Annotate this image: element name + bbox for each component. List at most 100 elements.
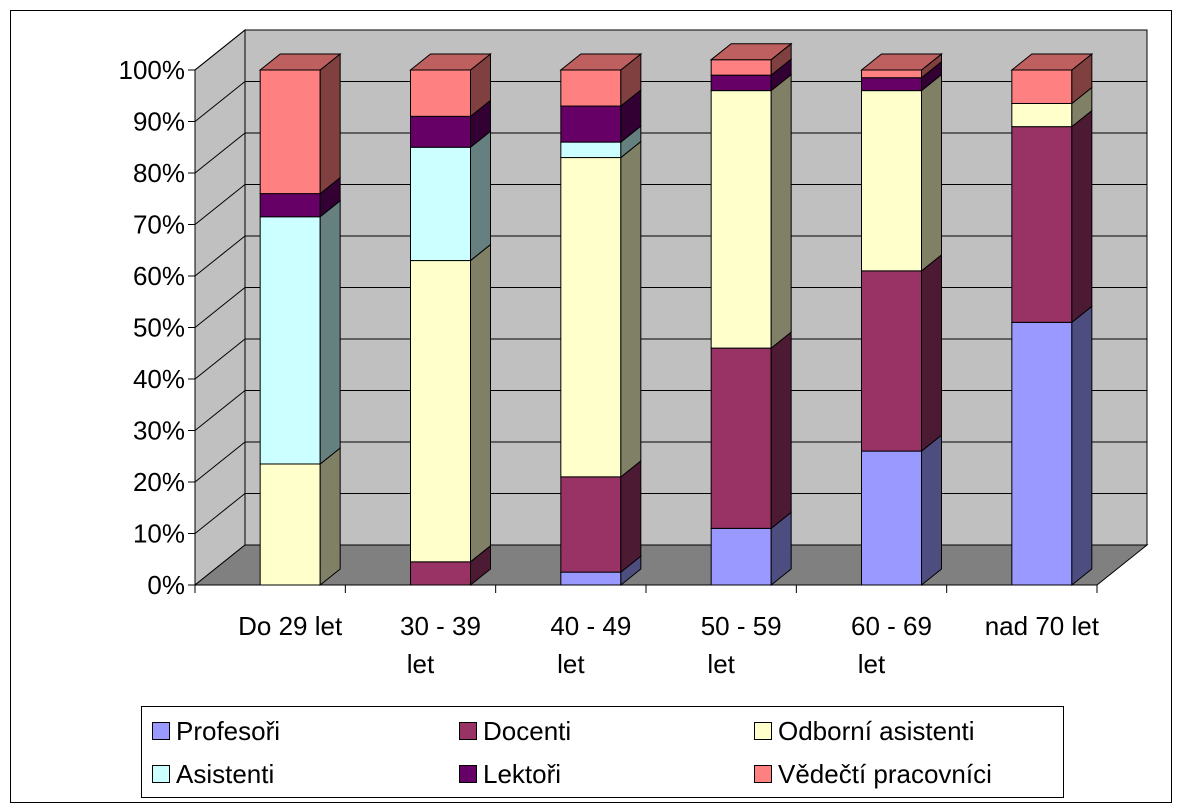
bar-docenti [560,476,622,573]
bar-side-asistenti [319,199,341,466]
bar-profesor-i [861,450,922,586]
bar-side-odborni-asistenti [319,446,341,587]
gridline-side [194,338,246,380]
bar-ve-dec-ti-pracovni-ci [1011,69,1073,104]
legend-item: Vědečtí pracovníci [754,759,992,789]
bar-profesor-i [710,527,772,586]
bar-docenti [410,561,471,586]
bar-docenti [861,270,922,452]
legend-item: Profesoři [152,716,280,746]
legend-swatch [754,765,772,783]
bar-side-profesor-i [1071,305,1093,587]
bar-lektor-i [710,74,772,92]
bar-asistenti [560,141,622,159]
gridline-side [194,441,246,483]
gridline-side [194,29,246,71]
bar-side-ve-dec-ti-pracovni-ci [319,52,341,195]
bar-asistenti [410,146,471,262]
y-tick-label: 100% [119,55,186,85]
legend-label: Profesoři [176,715,281,746]
y-tick-label: 90% [133,107,185,137]
bar-lektor-i [410,115,471,148]
bar-side-odborni-asistenti [470,243,491,563]
bar-lektor-i [560,105,622,143]
y-tick-label: 10% [133,519,185,549]
bar-odborni-asistenti [410,260,471,563]
gridline-side [194,390,246,431]
chart-legend: Profesoři Docenti Odborní asistenti Asisten… [141,706,1064,798]
x-tick-label: let [858,649,886,679]
y-tick-label: 50% [133,313,185,343]
bar-ve-dec-ti-pracovni-ci [560,69,622,107]
y-tick-label: 80% [133,158,185,188]
bar-side-odborni-asistenti [620,140,642,478]
legend-swatch [459,722,477,740]
bar-odborni-asistenti [861,90,922,272]
legend-swatch [754,722,772,740]
legend-item: Docenti [459,716,571,746]
y-tick-label: 70% [133,210,185,240]
bar-asistenti [259,216,321,465]
legend-swatch [152,722,170,740]
y-tick-label: 30% [133,416,185,446]
y-tick-label: 60% [133,261,185,291]
x-tick-label: 50 - 59 [701,611,782,641]
bar-profesor-i [560,571,622,586]
bar-side-profesor-i [921,434,942,587]
y-tick-label: 40% [133,364,185,394]
gridline-side [194,132,246,174]
legend-label: Docenti [483,715,572,746]
x-tick-label: 60 - 69 [851,611,932,641]
bar-ve-dec-ti-pracovni-ci [410,69,471,117]
bar-side-docenti [770,331,792,530]
bar-lektor-i [259,193,321,218]
bar-side-docenti [921,253,942,453]
bar-lektor-i [861,77,922,92]
x-tick-label: let [557,649,585,679]
legend-label: Asistenti [176,758,275,789]
gridline-side [194,287,246,328]
bar-top-ve-dec-ti-pracovni-ci [709,43,793,61]
legend-item: Odborní asistenti [754,716,975,746]
x-tick-label: 40 - 49 [550,611,631,641]
legend-item: Lektoři [459,759,561,789]
bar-side-odborni-asistenti [770,73,792,350]
gridline-side [194,493,246,534]
bar-side-odborni-asistenti [921,73,942,272]
bar-top-ve-dec-ti-pracovni-ci [258,53,342,71]
bar-top-ve-dec-ti-pracovni-ci [409,53,492,71]
bar-odborni-asistenti [710,90,772,349]
bar-docenti [710,347,772,529]
gridline-side [194,184,246,225]
x-tick-label: Do 29 let [238,611,343,641]
legend-label: Odborní asistenti [778,715,975,746]
legend-label: Lektoři [483,758,562,789]
bar-profesor-i [1011,321,1073,586]
gridline-side [194,235,246,277]
gridline-side [194,81,246,122]
bar-side-asistenti [470,130,491,262]
legend-swatch [459,765,477,783]
x-tick-label: let [707,649,735,679]
bar-top-ve-dec-ti-pracovni-ci [559,53,643,71]
bar-top-ve-dec-ti-pracovni-ci [860,53,943,71]
x-tick-label: 30 - 39 [400,611,481,641]
bar-odborni-asistenti [259,463,321,586]
y-tick-label: 0% [147,570,185,600]
y-tick-label: 20% [133,467,185,497]
bar-docenti [1011,126,1073,323]
bar-odborni-asistenti [560,157,622,478]
legend-swatch [152,765,170,783]
bar-side-docenti [1071,109,1093,324]
legend-label: Vědečtí pracovníci [778,758,992,789]
x-tick-label: nad 70 let [985,611,1100,641]
x-tick-label: let [407,649,435,679]
bar-odborni-asistenti [1011,102,1073,128]
bar-ve-dec-ti-pracovni-ci [710,59,772,76]
legend-item: Asistenti [152,759,274,789]
bar-ve-dec-ti-pracovni-ci [259,69,321,195]
bar-side-docenti [620,459,642,574]
bar-ve-dec-ti-pracovni-ci [861,69,922,79]
bar-top-ve-dec-ti-pracovni-ci [1010,53,1094,71]
